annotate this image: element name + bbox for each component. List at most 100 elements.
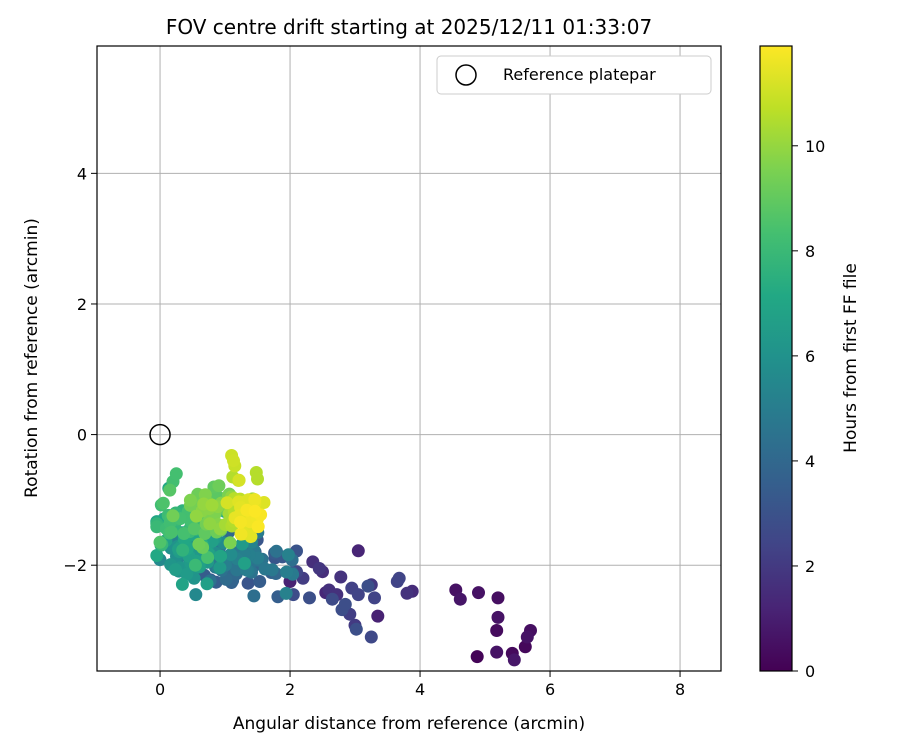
colorbar-tick-label: 0 [805,662,815,681]
data-point [234,515,247,529]
data-point [518,640,532,654]
data-points [150,449,537,667]
data-point [177,527,191,540]
data-point [201,551,215,564]
data-point [212,479,226,493]
y-tick-label: 4 [77,164,87,183]
data-point [248,504,262,518]
x-tick-label: 8 [675,680,685,699]
data-point [371,609,385,623]
data-point [491,591,505,605]
y-axis-label: Rotation from reference (arcmin) [22,218,42,498]
data-point [241,576,255,590]
data-point [248,493,262,507]
data-point [491,610,505,624]
data-point [303,591,316,605]
y-tick-label: −2 [63,556,87,575]
data-point [368,591,381,605]
data-point [312,562,326,575]
data-point [180,567,194,581]
data-point [183,493,197,507]
data-point [166,509,180,523]
data-point [220,496,234,510]
data-point [169,563,182,577]
chart-title: FOV centre drift starting at 2025/12/11 … [166,15,652,39]
data-point [349,622,363,636]
x-tick-label: 4 [415,680,425,699]
data-point [400,586,414,600]
data-point [234,527,248,541]
reference-marker [149,423,171,446]
data-point [338,597,352,611]
colorbar-ticks: 0 2 4 6 8 10 [792,137,825,681]
colorbar-tick-label: 2 [805,557,815,576]
data-point [351,544,365,558]
data-point [205,498,219,512]
colorbar-tick-label: 6 [805,347,815,366]
data-point [251,520,265,534]
legend-marker [455,64,477,86]
data-point [213,561,227,575]
plot-frame [96,45,722,672]
x-axis-label: Angular distance from reference (arcmin) [233,714,585,734]
data-point [251,472,264,486]
data-point [490,624,504,637]
x-tick-label: 6 [545,680,555,699]
x-tick-label: 0 [155,680,165,699]
data-point [227,454,240,468]
colorbar-tick-label: 10 [805,137,825,156]
data-point [470,650,484,664]
data-point [188,558,202,572]
legend-label: Reference platepar [503,65,656,84]
axis-ticks: 0 2 4 6 8 −2 0 2 4 [63,164,685,699]
data-point [224,548,238,561]
data-point [169,467,183,481]
data-point [472,586,485,600]
data-point [280,565,294,579]
data-point [232,473,246,487]
data-point [361,579,375,593]
data-point [156,496,170,510]
data-point [247,589,261,603]
y-tick-label: 0 [77,426,87,445]
data-point [163,483,177,497]
data-point [223,536,237,550]
colorbar-tick-label: 8 [805,242,815,261]
data-point [164,525,178,539]
data-point [176,543,190,557]
legend: Reference platepar [436,55,712,95]
y-tick-label: 2 [77,295,87,314]
data-point [453,592,467,606]
data-point [187,522,201,536]
data-point [192,537,206,551]
colorbar-frame [759,45,793,672]
data-point [265,563,279,577]
data-point [279,586,293,600]
data-point [153,535,167,549]
data-point [238,556,251,570]
data-point [214,549,228,563]
reference-platepar-marker [149,423,171,446]
data-point [235,537,249,551]
data-point [334,570,348,584]
x-tick-label: 2 [285,680,295,699]
data-point [150,549,164,562]
data-point [507,653,521,667]
data-point [281,548,295,562]
colorbar-label: Hours from first FF file [841,263,861,453]
data-point [189,588,203,602]
data-point [253,575,267,588]
data-point [198,527,212,540]
data-point [200,577,214,591]
data-point [189,509,203,523]
legend-box [436,55,712,95]
colorbar-tick-label: 4 [805,452,815,471]
data-point [364,630,378,644]
data-point [203,517,217,531]
data-point [175,577,189,591]
colorbar-gradient [760,46,792,671]
data-point [490,645,504,659]
data-point [520,630,534,644]
data-point [325,592,339,606]
